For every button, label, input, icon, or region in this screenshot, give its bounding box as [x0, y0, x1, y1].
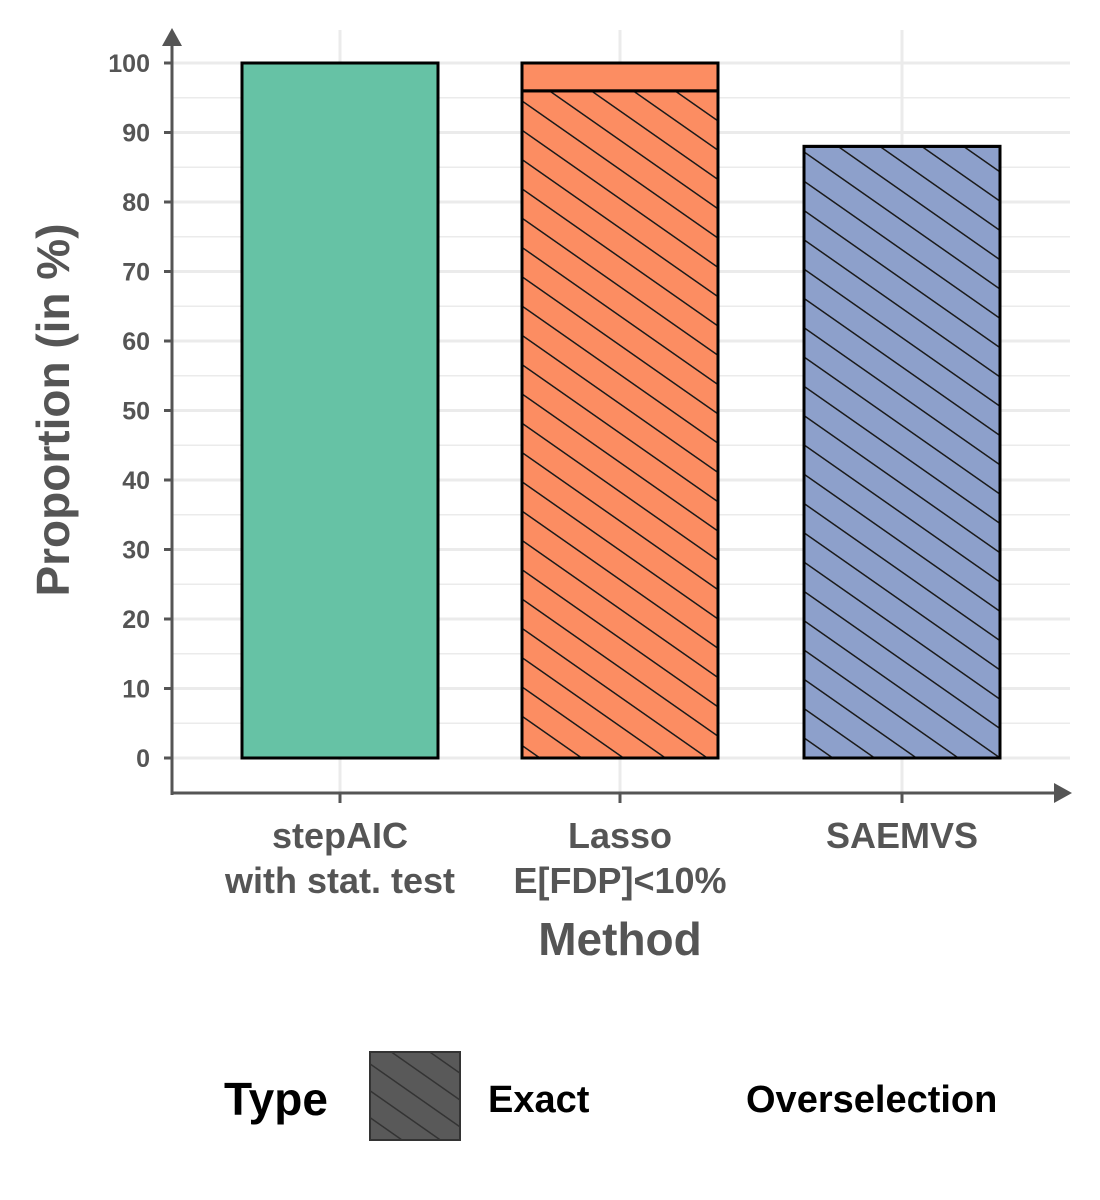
- y-tick-label: 70: [122, 259, 150, 287]
- x-category-label: E[FDP]<10%: [513, 860, 726, 901]
- y-tick-label: 0: [136, 745, 150, 773]
- y-tick-label: 100: [108, 50, 150, 78]
- y-tick-label: 30: [122, 537, 150, 565]
- y-tick-labels: 0 10 20 30 40 50 60 70 80 90 100: [108, 50, 172, 773]
- bar-hatch-2: [802, 144, 1002, 760]
- y-tick-label: 60: [122, 328, 150, 356]
- x-category-label: SAEMVS: [826, 815, 978, 856]
- x-category-label: stepAIC: [272, 815, 408, 856]
- y-tick-label: 20: [122, 606, 150, 634]
- y-tick-label: 90: [122, 120, 150, 148]
- axes: [162, 28, 1072, 803]
- x-axis-arrow: [1054, 783, 1072, 803]
- y-axis-arrow: [162, 28, 182, 46]
- legend-label-overselection: Overselection: [746, 1079, 997, 1121]
- x-category-label: with stat. test: [224, 860, 455, 901]
- bar-overselection-1: [520, 61, 720, 93]
- y-tick-label: 40: [122, 467, 150, 495]
- legend: Type Exact Overselection: [224, 1051, 997, 1141]
- legend-title: Type: [224, 1073, 328, 1125]
- y-tick-label: 10: [122, 676, 150, 704]
- y-axis-title: Proportion (in %): [27, 223, 79, 596]
- y-tick-label: 50: [122, 398, 150, 426]
- y-tick-label: 80: [122, 189, 150, 217]
- x-axis-title: Method: [538, 913, 702, 965]
- bar-overselection-0: [240, 61, 440, 760]
- legend-label-exact: Exact: [488, 1079, 590, 1121]
- x-category-label: Lasso: [568, 815, 672, 856]
- bar-hatch-1: [520, 89, 720, 760]
- legend-swatch-hatch: [369, 1051, 461, 1141]
- bars: [240, 61, 1002, 760]
